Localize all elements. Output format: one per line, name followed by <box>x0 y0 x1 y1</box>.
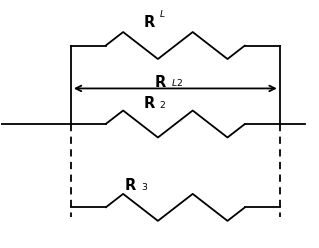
Text: $\mathbf{R}$: $\mathbf{R}$ <box>124 177 137 193</box>
Text: $_{L2}$: $_{L2}$ <box>171 76 183 89</box>
Text: $\mathbf{R}$: $\mathbf{R}$ <box>143 95 156 111</box>
Text: $\mathbf{R}$: $\mathbf{R}$ <box>143 14 156 30</box>
Text: $_3$: $_3$ <box>141 180 148 193</box>
Text: $_L$: $_L$ <box>160 7 166 20</box>
Text: $_2$: $_2$ <box>160 98 167 111</box>
Text: $\mathbf{R}$: $\mathbf{R}$ <box>154 74 167 90</box>
